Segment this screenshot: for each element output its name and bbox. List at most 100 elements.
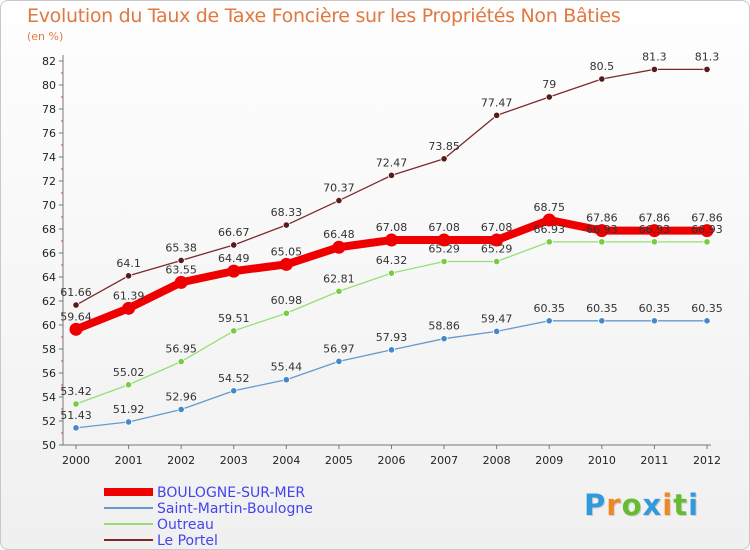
data-label-le-portel: 65.38	[165, 241, 197, 254]
data-label-outreau: 55.02	[113, 366, 145, 379]
data-label-saint-martin-boulogne: 60.35	[691, 302, 723, 315]
y-tick-label: 78	[42, 103, 56, 116]
series-saint-martin-boulogne	[72, 317, 711, 432]
series-boulogne-sur-mer	[69, 213, 714, 336]
data-point-le-portel	[335, 196, 343, 205]
data-point-saint-martin-boulogne	[598, 317, 606, 325]
data-point-le-portel	[72, 301, 80, 309]
y-tick-label: 70	[42, 199, 56, 212]
y-tick-label: 72	[42, 175, 56, 188]
y-tick-label: 76	[42, 127, 56, 140]
data-label-boulogne-sur-mer: 67.08	[376, 221, 408, 234]
series-le-portel	[72, 65, 711, 309]
y-tick-label: 74	[42, 151, 56, 164]
data-label-outreau: 56.95	[165, 343, 197, 356]
y-tick-label: 68	[42, 223, 56, 236]
data-point-le-portel	[387, 171, 396, 179]
data-point-boulogne-sur-mer	[595, 224, 609, 238]
data-point-saint-martin-boulogne	[124, 418, 133, 426]
data-point-saint-martin-boulogne	[177, 405, 185, 414]
data-point-saint-martin-boulogne	[545, 317, 553, 325]
data-labels: 51.43 51.92 52.96 54.52 55.44 56.97 57.93 58.86…	[60, 50, 723, 421]
x-tick-label: 2002	[167, 454, 195, 467]
data-point-saint-martin-boulogne	[230, 387, 238, 395]
data-point-outreau	[703, 238, 711, 246]
data-point-outreau	[282, 309, 290, 317]
data-point-outreau	[72, 400, 80, 408]
data-label-saint-martin-boulogne: 52.96	[165, 390, 197, 403]
logo-letter: o	[621, 488, 643, 522]
data-label-saint-martin-boulogne: 54.52	[218, 372, 250, 385]
data-point-boulogne-sur-mer	[700, 224, 714, 238]
logo-letter: t	[673, 488, 689, 522]
data-label-boulogne-sur-mer: 59.64	[60, 310, 92, 323]
logo-letter: i	[662, 488, 674, 522]
data-point-boulogne-sur-mer	[69, 322, 83, 336]
data-point-saint-martin-boulogne	[650, 317, 659, 325]
data-label-le-portel: 73.85	[428, 140, 460, 153]
data-label-le-portel: 77.47	[481, 96, 513, 109]
data-label-boulogne-sur-mer: 67.86	[691, 212, 723, 225]
data-label-boulogne-sur-mer: 67.86	[639, 212, 671, 225]
legend-label-boulogne-sur-mer: BOULOGNE-SUR-MER	[157, 485, 305, 501]
data-label-le-portel: 66.67	[218, 226, 250, 239]
data-label-boulogne-sur-mer: 65.05	[271, 245, 303, 258]
proxiti-logo: Proxiti	[584, 488, 699, 522]
data-point-le-portel	[230, 241, 238, 249]
y-tick-label: 50	[42, 439, 56, 452]
data-label-le-portel: 68.33	[271, 206, 303, 219]
data-point-boulogne-sur-mer	[437, 233, 451, 247]
data-label-outreau: 60.98	[271, 294, 303, 307]
data-point-saint-martin-boulogne	[440, 335, 448, 343]
data-label-boulogne-sur-mer: 63.55	[165, 263, 197, 276]
data-point-outreau	[545, 238, 553, 246]
data-point-boulogne-sur-mer	[332, 240, 346, 254]
logo-letter: P	[584, 488, 607, 522]
series-layer	[69, 65, 714, 432]
data-point-boulogne-sur-mer	[647, 224, 661, 238]
data-label-le-portel: 80.5	[590, 60, 615, 73]
data-point-saint-martin-boulogne	[493, 327, 501, 335]
data-label-le-portel: 64.1	[116, 257, 141, 270]
data-point-le-portel	[440, 155, 448, 163]
data-point-outreau	[650, 238, 659, 246]
data-label-outreau: 62.81	[323, 272, 355, 285]
data-label-boulogne-sur-mer: 67.08	[428, 221, 460, 234]
data-point-boulogne-sur-mer	[385, 233, 398, 247]
x-tick-label: 2010	[588, 454, 616, 467]
y-tick-label: 54	[42, 391, 56, 404]
y-tick-label: 56	[42, 367, 56, 380]
chart-legend: BOULOGNE-SUR-MERSaint-Martin-BoulogneOut…	[104, 485, 313, 549]
data-point-outreau	[493, 257, 501, 266]
data-label-le-portel: 81.3	[695, 50, 720, 63]
y-tick-label: 66	[42, 247, 56, 260]
data-label-outreau: 53.42	[60, 385, 92, 398]
data-label-saint-martin-boulogne: 51.92	[113, 403, 145, 416]
x-tick-label: 2007	[430, 454, 458, 467]
data-point-le-portel	[493, 111, 501, 119]
data-point-le-portel	[598, 75, 606, 83]
x-tick-label: 2008	[483, 454, 511, 467]
y-tick-label: 60	[42, 319, 56, 332]
data-point-saint-martin-boulogne	[282, 376, 290, 384]
data-label-saint-martin-boulogne: 59.47	[481, 312, 513, 325]
data-point-le-portel	[650, 65, 659, 74]
data-label-outreau: 66.93	[691, 223, 723, 236]
y-tick-label: 52	[42, 415, 56, 428]
data-point-boulogne-sur-mer	[227, 264, 241, 278]
data-label-saint-martin-boulogne: 56.97	[323, 342, 355, 355]
y-tick-label: 82	[42, 55, 56, 68]
x-tick-label: 2001	[115, 454, 143, 467]
data-point-outreau	[387, 269, 396, 277]
chart-axes: 50 52 54 56 58 60 62 64 66 68 70 72 74 76 78 80 82 2000 20…	[42, 55, 721, 467]
data-label-boulogne-sur-mer: 61.39	[113, 289, 145, 302]
series-outreau	[72, 238, 711, 408]
y-tick-label: 80	[42, 79, 56, 92]
x-tick-label: 2005	[325, 454, 353, 467]
data-label-saint-martin-boulogne: 51.43	[60, 409, 92, 422]
x-tick-label: 2011	[640, 454, 668, 467]
data-label-saint-martin-boulogne: 60.35	[639, 302, 671, 315]
data-label-boulogne-sur-mer: 67.08	[481, 221, 513, 234]
